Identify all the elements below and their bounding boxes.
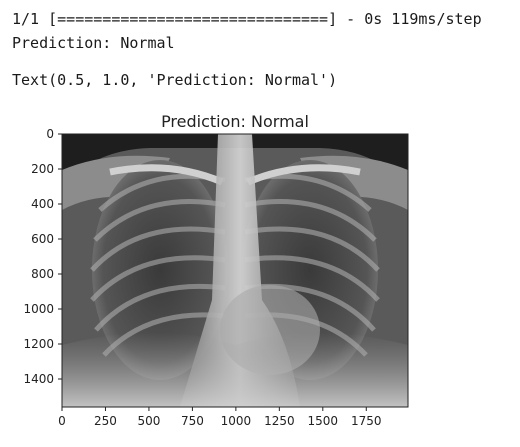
y-tick-label: 800 bbox=[31, 267, 54, 281]
x-tick-label: 1750 bbox=[351, 414, 382, 428]
x-tick-label: 1250 bbox=[264, 414, 295, 428]
x-axis: 0 250 500 750 1000 1250 1500 1750 bbox=[58, 407, 382, 428]
text-repr-output: Text(0.5, 1.0, 'Prediction: Normal') bbox=[12, 71, 338, 89]
x-tick-label: 1000 bbox=[221, 414, 252, 428]
x-tick-label: 0 bbox=[58, 414, 66, 428]
x-tick-label: 250 bbox=[94, 414, 117, 428]
plot-frame bbox=[61, 133, 409, 408]
x-tick-label: 750 bbox=[181, 414, 204, 428]
y-tick-label: 1200 bbox=[23, 337, 54, 351]
y-tick-label: 200 bbox=[31, 162, 54, 176]
progress-prefix: 1/1 [ bbox=[12, 10, 58, 28]
y-tick-label: 400 bbox=[31, 197, 54, 211]
plot-title: Prediction: Normal bbox=[161, 112, 309, 131]
y-tick-label: 600 bbox=[31, 232, 54, 246]
y-tick-label: 1000 bbox=[23, 302, 54, 316]
progress-bar: ============================== bbox=[57, 10, 329, 28]
y-tick-label: 1400 bbox=[23, 372, 54, 386]
x-tick-label: 500 bbox=[137, 414, 160, 428]
progress-output: 1/1 [==============================] - 0… bbox=[12, 10, 482, 28]
progress-suffix: ] - 0s 119ms/step bbox=[328, 10, 482, 28]
x-tick-label: 1500 bbox=[308, 414, 339, 428]
chest-xray-image bbox=[62, 134, 408, 407]
y-tick-label: 0 bbox=[46, 127, 54, 141]
y-axis: 0 200 400 600 800 1000 1200 1400 bbox=[23, 127, 62, 386]
prediction-output: Prediction: Normal bbox=[12, 34, 175, 52]
